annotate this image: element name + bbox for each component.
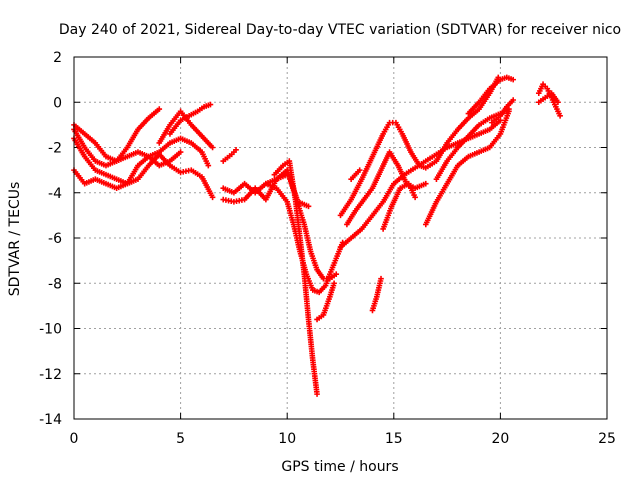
data-point	[510, 97, 516, 103]
series-track-f	[167, 101, 214, 137]
series-track-s	[380, 180, 418, 232]
data-point	[356, 167, 363, 173]
data-point	[233, 146, 239, 153]
y-tick-label: -2	[48, 141, 62, 157]
data-point	[412, 194, 418, 201]
y-tick-label: 0	[53, 95, 62, 111]
y-tick-label: 2	[53, 50, 62, 66]
data-point	[333, 271, 340, 277]
y-tick-label: -14	[39, 412, 62, 428]
series-track-b	[71, 126, 212, 169]
y-tick-label: -8	[48, 276, 62, 292]
data-point	[557, 113, 563, 119]
data-point	[510, 76, 516, 83]
y-tick-label: -4	[48, 186, 62, 202]
data-point	[205, 162, 212, 169]
x-tick-label: 0	[70, 431, 79, 447]
data-point	[177, 149, 184, 155]
series-track-t	[422, 108, 512, 228]
data-point	[305, 203, 312, 210]
data-point	[209, 194, 216, 201]
series-track-y	[535, 90, 561, 106]
series-track-r	[369, 275, 384, 314]
x-axis-label: GPS time / hours	[281, 459, 398, 475]
series-track-p	[344, 149, 429, 228]
series-track-n	[337, 117, 504, 250]
chart-title: Day 240 of 2021, Sidereal Day-to-day VTE…	[59, 22, 621, 38]
x-tick-label: 5	[176, 431, 185, 447]
x-tick-label: 25	[598, 431, 616, 447]
series-track-d	[71, 149, 184, 192]
series-track-q	[348, 167, 363, 182]
series-track-g	[220, 146, 239, 164]
x-tick-label: 15	[385, 431, 403, 447]
data-point	[378, 275, 384, 282]
data-point	[314, 391, 320, 397]
data-point	[555, 99, 561, 106]
y-tick-labels: 2 0 -2 -4 -6 -8 -10 -12 -14	[39, 50, 62, 428]
x-tick-labels: 0 5 10 15 20 25	[70, 431, 616, 447]
y-tick-label: -6	[48, 231, 62, 247]
y-tick-label: -10	[39, 322, 62, 338]
data-point	[331, 280, 337, 287]
series-track-v	[465, 74, 516, 117]
series-track-o	[337, 74, 502, 219]
series-track-w	[489, 97, 516, 126]
data-point	[209, 144, 216, 151]
data-points	[71, 74, 563, 397]
x-tick-label: 10	[278, 431, 296, 447]
y-tick-label: -12	[39, 367, 62, 383]
y-axis-label: SDTVAR / TECUs	[7, 182, 23, 297]
series-track-u	[433, 106, 512, 182]
data-point	[156, 106, 163, 112]
data-point	[207, 101, 214, 108]
x-tick-label: 20	[491, 431, 509, 447]
series-track-k	[263, 180, 346, 296]
series-track-a	[71, 106, 163, 164]
series-track-l	[284, 167, 340, 282]
data-point	[422, 180, 429, 187]
series-track-e	[156, 108, 216, 151]
grid	[74, 57, 607, 419]
plot-frame	[73, 56, 608, 420]
series-track-m	[314, 280, 337, 323]
